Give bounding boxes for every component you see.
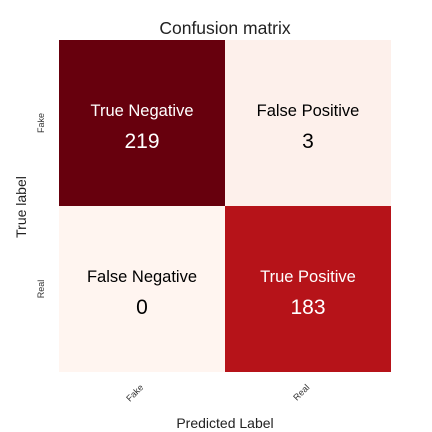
- y-tick-label-fake: Fake: [36, 113, 46, 133]
- x-axis-label: Predicted Label: [176, 415, 273, 431]
- cell-value-0-0: 219: [124, 130, 159, 153]
- x-tick-labels: Fake Real: [124, 382, 311, 403]
- cell-value-1-0: 0: [136, 296, 148, 319]
- cell-value-1-1: 183: [290, 296, 325, 319]
- cell-value-0-1: 3: [302, 130, 314, 153]
- cell-label-0-0: True Negative: [90, 102, 193, 120]
- cell-label-1-0: False Negative: [87, 268, 197, 286]
- cell-label-1-1: True Positive: [260, 268, 356, 286]
- heatmap-cell-1-0: [59, 206, 225, 372]
- heatmap-cell-1-1: [225, 206, 391, 372]
- y-axis-label: True label: [13, 176, 29, 238]
- y-tick-labels: Fake Real: [36, 113, 46, 298]
- heatmap-cell-0-1: [225, 40, 391, 206]
- cell-label-0-1: False Positive: [257, 102, 360, 120]
- chart-title: Confusion matrix: [159, 18, 291, 38]
- heatmap-cell-0-0: [59, 40, 225, 206]
- y-tick-label-real: Real: [36, 280, 46, 299]
- x-tick-label-fake: Fake: [124, 382, 145, 403]
- x-tick-label-real: Real: [291, 382, 311, 402]
- heatmap-cells: True Negative 219 False Positive 3 False Neg…: [59, 40, 391, 372]
